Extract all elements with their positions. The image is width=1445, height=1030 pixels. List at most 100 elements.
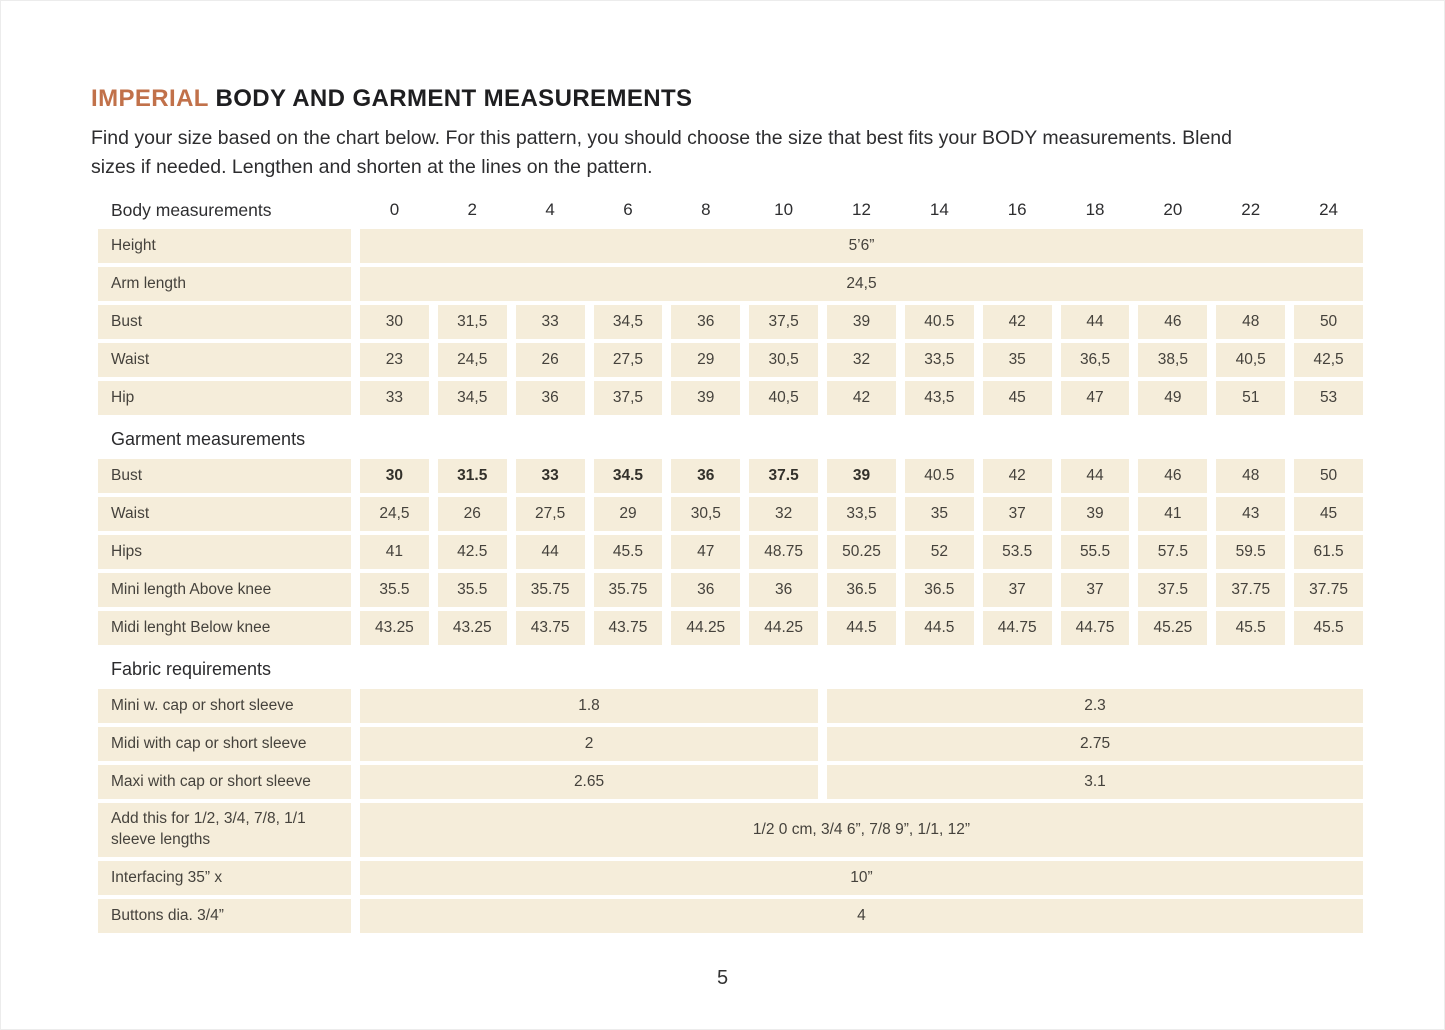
size-cell: 43.25 — [437, 611, 507, 645]
size-cell: 43 — [1216, 497, 1286, 531]
size-column-header: 4 — [545, 200, 555, 219]
page-number: 5 — [716, 967, 729, 989]
row-label: Hip — [98, 381, 351, 415]
size-cell: 33 — [360, 381, 429, 415]
size-cell: 26 — [437, 497, 507, 531]
size-cell: 30,5 — [671, 497, 741, 531]
size-column-header: 2 — [467, 200, 477, 219]
size-cell: 44 — [1060, 305, 1130, 339]
size-cell: 36 — [515, 381, 585, 415]
row-label: Height — [98, 229, 351, 263]
row-label: Maxi with cap or short sleeve — [98, 765, 351, 799]
size-cell: 29 — [593, 497, 663, 531]
row-label: Bust — [98, 305, 351, 339]
size-cell: 27,5 — [593, 343, 663, 377]
size-cell: 50.25 — [827, 535, 896, 569]
size-cell: 40,5 — [749, 381, 819, 415]
size-cell: 31.5 — [437, 459, 507, 493]
size-cell: 35.75 — [593, 573, 663, 607]
size-cell: 55.5 — [1060, 535, 1130, 569]
size-cell: 36 — [749, 573, 819, 607]
row-label: Midi with cap or short sleeve — [98, 727, 351, 761]
size-cell: 42.5 — [437, 535, 507, 569]
size-cell: 61.5 — [1294, 535, 1363, 569]
size-table: Body measurements 0 2 4 6 8 10 12 14 16 18 20 22 24 He… — [98, 195, 1363, 933]
size-cell: 27,5 — [515, 497, 585, 531]
size-cell: 36 — [671, 305, 741, 339]
size-cell: 31,5 — [437, 305, 507, 339]
size-column-header: 12 — [852, 200, 871, 219]
row-label: Interfacing 35” x — [98, 861, 351, 895]
size-cell: 39 — [671, 381, 741, 415]
size-cell: 33 — [515, 305, 585, 339]
size-cell: 36 — [671, 573, 741, 607]
size-cell: 24,5 — [437, 343, 507, 377]
size-cell: 37 — [982, 497, 1052, 531]
size-cell: 39 — [1060, 497, 1130, 531]
size-cell: 47 — [671, 535, 741, 569]
size-cell: 33,5 — [904, 343, 974, 377]
size-cell: 45.5 — [1216, 611, 1286, 645]
row-label: Waist — [98, 343, 351, 377]
row-label: Hips — [98, 535, 351, 569]
size-cell: 35 — [982, 343, 1052, 377]
size-column-header: 8 — [701, 200, 711, 219]
span-value-cell-left: 1.8 — [360, 689, 819, 723]
span-value-cell: 4 — [360, 899, 1363, 933]
size-cell: 38,5 — [1138, 343, 1208, 377]
size-cell: 35.5 — [437, 573, 507, 607]
size-cell: 32 — [827, 343, 896, 377]
row-label: Waist — [98, 497, 351, 531]
span-value-cell-right: 3.1 — [827, 765, 1363, 799]
size-cell: 36 — [671, 459, 741, 493]
size-cell: 59.5 — [1216, 535, 1286, 569]
row-label: Mini w. cap or short sleeve — [98, 689, 351, 723]
size-cell: 39 — [827, 459, 896, 493]
size-cell: 37,5 — [593, 381, 663, 415]
size-cell: 45.25 — [1138, 611, 1208, 645]
size-cell: 43.25 — [360, 611, 429, 645]
size-cell: 48 — [1216, 459, 1286, 493]
size-cell: 50 — [1294, 305, 1363, 339]
span-value-cell: 10” — [360, 861, 1363, 895]
size-cell: 35.75 — [515, 573, 585, 607]
size-cell: 45 — [982, 381, 1052, 415]
size-cell: 34.5 — [593, 459, 663, 493]
section-label-garment: Garment measurements — [111, 429, 306, 449]
size-cell: 43.75 — [515, 611, 585, 645]
page-title: IMPERIAL BODY AND GARMENT MEASUREMENTS — [91, 85, 1444, 113]
size-cell: 44.25 — [671, 611, 741, 645]
size-cell: 35.5 — [360, 573, 429, 607]
title-rest: BODY AND GARMENT MEASUREMENTS — [208, 85, 693, 112]
size-cell: 34,5 — [593, 305, 663, 339]
size-cell: 40.5 — [904, 459, 974, 493]
size-cell: 24,5 — [360, 497, 429, 531]
span-value-cell: 24,5 — [360, 267, 1363, 301]
size-cell: 23 — [360, 343, 429, 377]
size-cell: 45.5 — [1294, 611, 1363, 645]
size-cell: 44 — [1060, 459, 1130, 493]
table-header-label: Body measurements — [111, 199, 272, 220]
size-column-header: 6 — [623, 200, 633, 219]
size-cell: 51 — [1216, 381, 1286, 415]
size-cell: 37.75 — [1294, 573, 1363, 607]
size-cell: 44.75 — [1060, 611, 1130, 645]
size-cell: 42,5 — [1294, 343, 1363, 377]
size-cell: 32 — [749, 497, 819, 531]
size-cell: 57.5 — [1138, 535, 1208, 569]
size-cell: 47 — [1060, 381, 1130, 415]
size-column-header: 18 — [1085, 200, 1105, 219]
size-cell: 44 — [515, 535, 585, 569]
size-cell: 44.75 — [982, 611, 1052, 645]
size-cell: 43.75 — [593, 611, 663, 645]
span-value-cell-right: 2.75 — [827, 727, 1363, 761]
row-label: Buttons dia. 3/4” — [98, 899, 351, 933]
size-cell: 46 — [1138, 305, 1208, 339]
size-cell: 49 — [1138, 381, 1208, 415]
size-column-header: 14 — [929, 200, 949, 219]
size-cell: 40.5 — [904, 305, 974, 339]
row-label: Midi lenght Below knee — [98, 611, 351, 645]
size-cell: 44.5 — [904, 611, 974, 645]
size-cell: 30 — [360, 305, 429, 339]
